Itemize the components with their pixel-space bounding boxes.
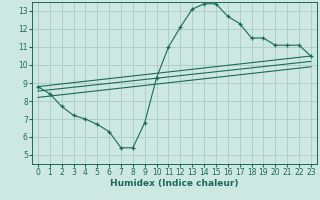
X-axis label: Humidex (Indice chaleur): Humidex (Indice chaleur) — [110, 179, 239, 188]
